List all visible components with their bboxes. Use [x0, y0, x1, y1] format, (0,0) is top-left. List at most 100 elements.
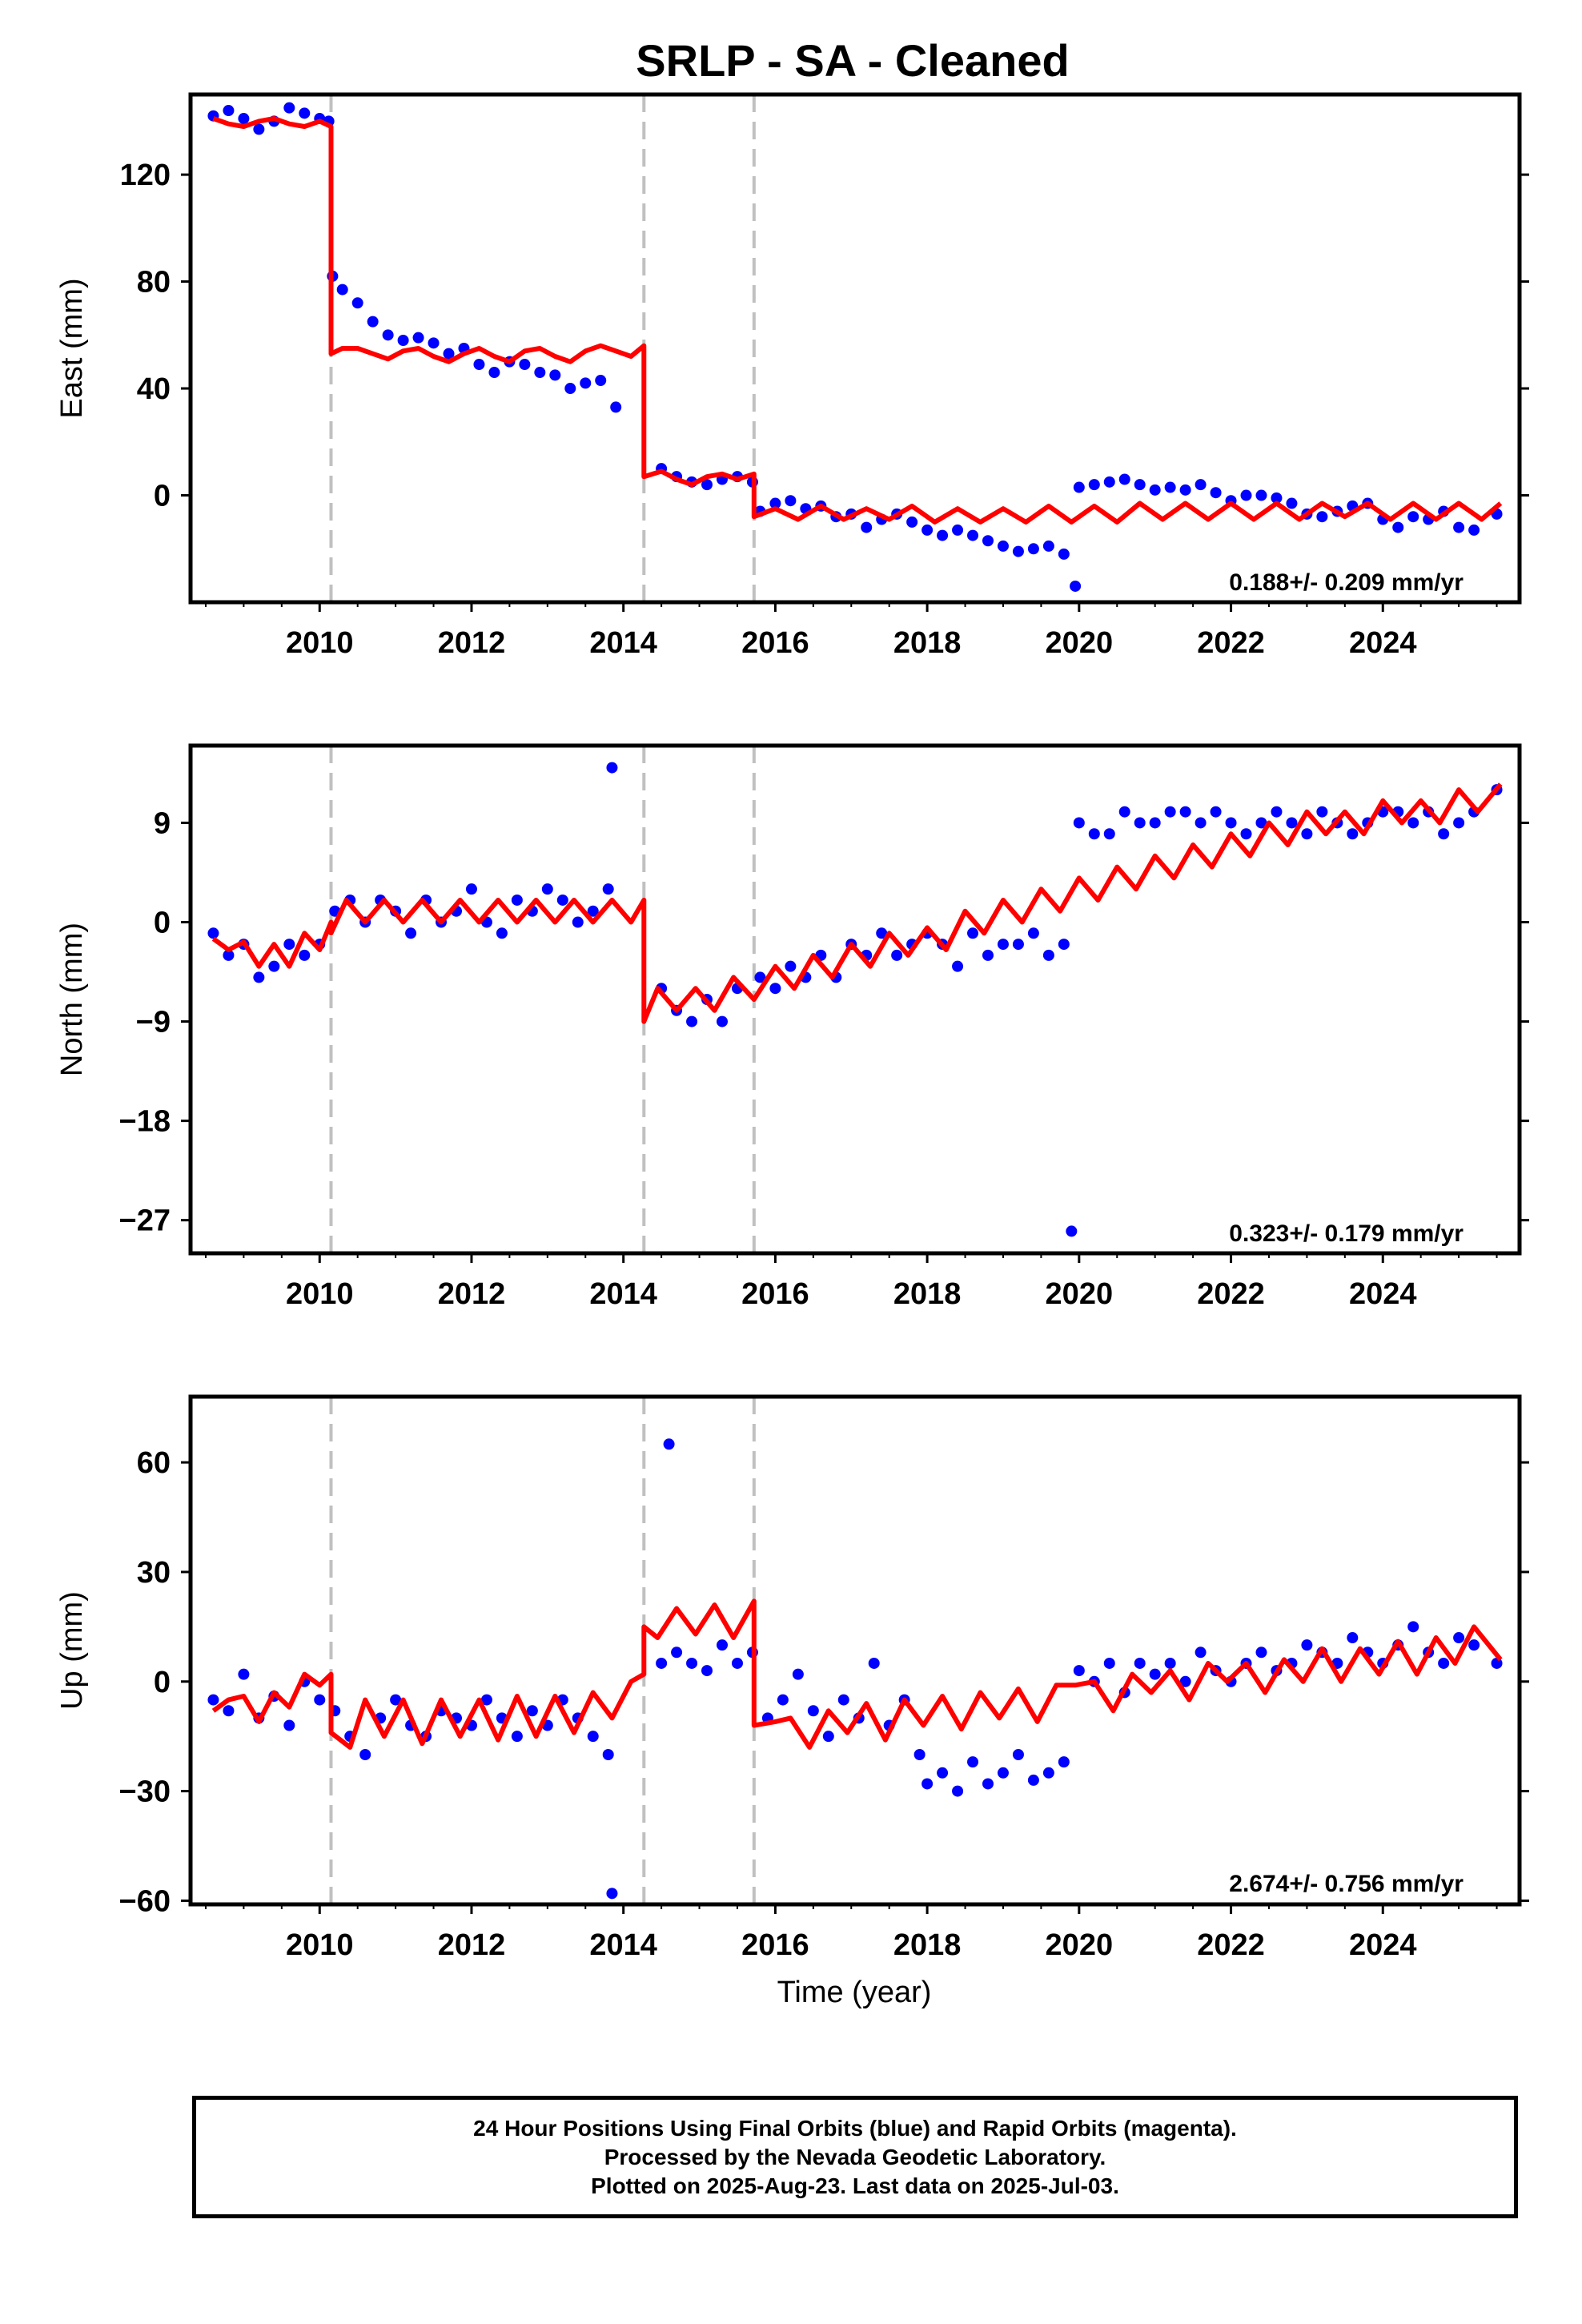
- east-data-point: [861, 521, 873, 533]
- up-data-point: [701, 1665, 713, 1677]
- north-data-point: [465, 883, 477, 895]
- north-rate-label: 0.323+/- 0.179 mm/yr: [1229, 1220, 1464, 1247]
- east-data-point: [549, 369, 561, 381]
- up-x-tick-label: 2012: [438, 1928, 506, 1962]
- east-x-tick-label: 2018: [893, 626, 962, 660]
- up-data-point: [997, 1767, 1009, 1779]
- east-plot-frame: [188, 92, 1522, 605]
- up-data-point: [921, 1778, 934, 1790]
- east-x-tick-label: 2016: [741, 626, 809, 660]
- north-data-point: [1240, 828, 1252, 840]
- east-data-point: [1118, 473, 1130, 485]
- north-data-point: [1286, 817, 1298, 829]
- north-data-point: [1301, 828, 1313, 840]
- up-data-point: [1134, 1657, 1146, 1669]
- east-data-point: [1210, 487, 1222, 499]
- up-ylabel: Up (mm): [55, 1591, 89, 1710]
- footer-line-1: 24 Hour Positions Using Final Orbits (bl…: [473, 2115, 1237, 2141]
- north-plot-frame: [188, 743, 1522, 1256]
- north-data-point: [997, 939, 1009, 951]
- up-panel: 2010 2012 2014 2016 2018 2020 2022 2024 −60 −30 0 3…: [55, 1394, 1529, 1962]
- east-data-point: [952, 524, 964, 536]
- east-data-point: [564, 383, 576, 395]
- east-data-point: [1407, 511, 1419, 523]
- east-x-tick-label: 2014: [589, 626, 657, 660]
- up-x-tick-label: 2016: [741, 1928, 809, 1962]
- east-data-point: [1088, 479, 1100, 491]
- up-data-point: [1468, 1639, 1480, 1651]
- north-y-tick-label: 0: [154, 907, 171, 940]
- north-data-point: [1407, 817, 1419, 829]
- north-data-point: [1042, 949, 1054, 961]
- east-data-point: [937, 529, 949, 541]
- up-data-point: [1438, 1657, 1450, 1669]
- north-y-tick-label: 9: [154, 806, 171, 840]
- east-data-point: [238, 113, 250, 125]
- east-data-point: [351, 297, 363, 309]
- east-data-point: [1316, 511, 1328, 523]
- north-data-point: [299, 949, 311, 961]
- up-data-point: [1453, 1632, 1465, 1644]
- east-data-point: [906, 516, 918, 528]
- east-data-point: [428, 337, 440, 349]
- up-data-point: [822, 1731, 834, 1743]
- north-data-point: [1134, 817, 1146, 829]
- north-x-tick-label: 2022: [1197, 1277, 1265, 1311]
- east-x-tick-label: 2020: [1046, 626, 1114, 660]
- up-x-tick-label: 2014: [589, 1928, 657, 1962]
- east-panel: 2010 2012 2014 2016 2018 2020 2022 2024 0 40 80 120…: [55, 92, 1529, 660]
- up-data-point: [602, 1748, 614, 1760]
- north-y-tick-label: −27: [119, 1204, 171, 1238]
- north-data-point: [967, 927, 979, 939]
- up-data-point: [606, 1888, 618, 1900]
- footer-line-3: Plotted on 2025-Aug-23. Last data on 202…: [591, 2173, 1119, 2198]
- up-data-point: [792, 1668, 804, 1680]
- up-data-point: [1407, 1621, 1419, 1633]
- north-data-point: [541, 883, 553, 895]
- east-data-point: [1073, 481, 1085, 493]
- east-data-point: [1286, 497, 1298, 509]
- east-data-point: [921, 524, 934, 536]
- east-data-point: [283, 102, 295, 114]
- east-data-point: [997, 540, 1009, 552]
- east-data-point: [1195, 479, 1207, 491]
- up-plot-frame: [188, 1394, 1522, 1907]
- north-data-point: [1012, 939, 1024, 951]
- up-x-tick-label: 2010: [286, 1928, 354, 1962]
- east-data-point: [1042, 540, 1054, 552]
- east-x-tick-label: 2022: [1197, 626, 1265, 660]
- north-model-line: [211, 782, 1503, 1024]
- up-data-point: [238, 1668, 250, 1680]
- up-y-tick-label: −30: [119, 1775, 171, 1809]
- east-model-line: [212, 116, 1503, 525]
- up-data-point: [686, 1657, 698, 1669]
- up-data-point: [390, 1694, 402, 1706]
- north-data-point: [1073, 817, 1085, 829]
- east-data-point: [610, 401, 622, 413]
- east-y-tick-label: 120: [120, 159, 171, 192]
- north-data-point: [769, 983, 781, 995]
- up-data-point: [314, 1694, 326, 1706]
- east-data-point: [299, 107, 311, 119]
- up-data-point: [207, 1694, 219, 1706]
- east-ylabel: East (mm): [55, 278, 89, 418]
- up-data-point: [837, 1694, 849, 1706]
- up-x-tick-label: 2024: [1349, 1928, 1417, 1962]
- east-data-point: [519, 359, 531, 371]
- north-data-point: [717, 1015, 728, 1027]
- east-data-point: [336, 283, 348, 296]
- north-y-tick-label: −18: [119, 1105, 171, 1139]
- up-data-point: [952, 1785, 964, 1797]
- north-data-point: [572, 916, 584, 928]
- up-data-point: [656, 1657, 668, 1669]
- east-y-tick-label: 40: [137, 372, 171, 406]
- north-data-point: [283, 939, 295, 951]
- east-data-point: [701, 479, 713, 491]
- north-data-point: [606, 762, 618, 774]
- up-data-point: [1058, 1756, 1070, 1768]
- north-data-point: [891, 949, 903, 961]
- east-y-tick-label: 80: [137, 266, 171, 300]
- east-data-point: [1468, 524, 1480, 536]
- up-data-point: [1012, 1748, 1024, 1760]
